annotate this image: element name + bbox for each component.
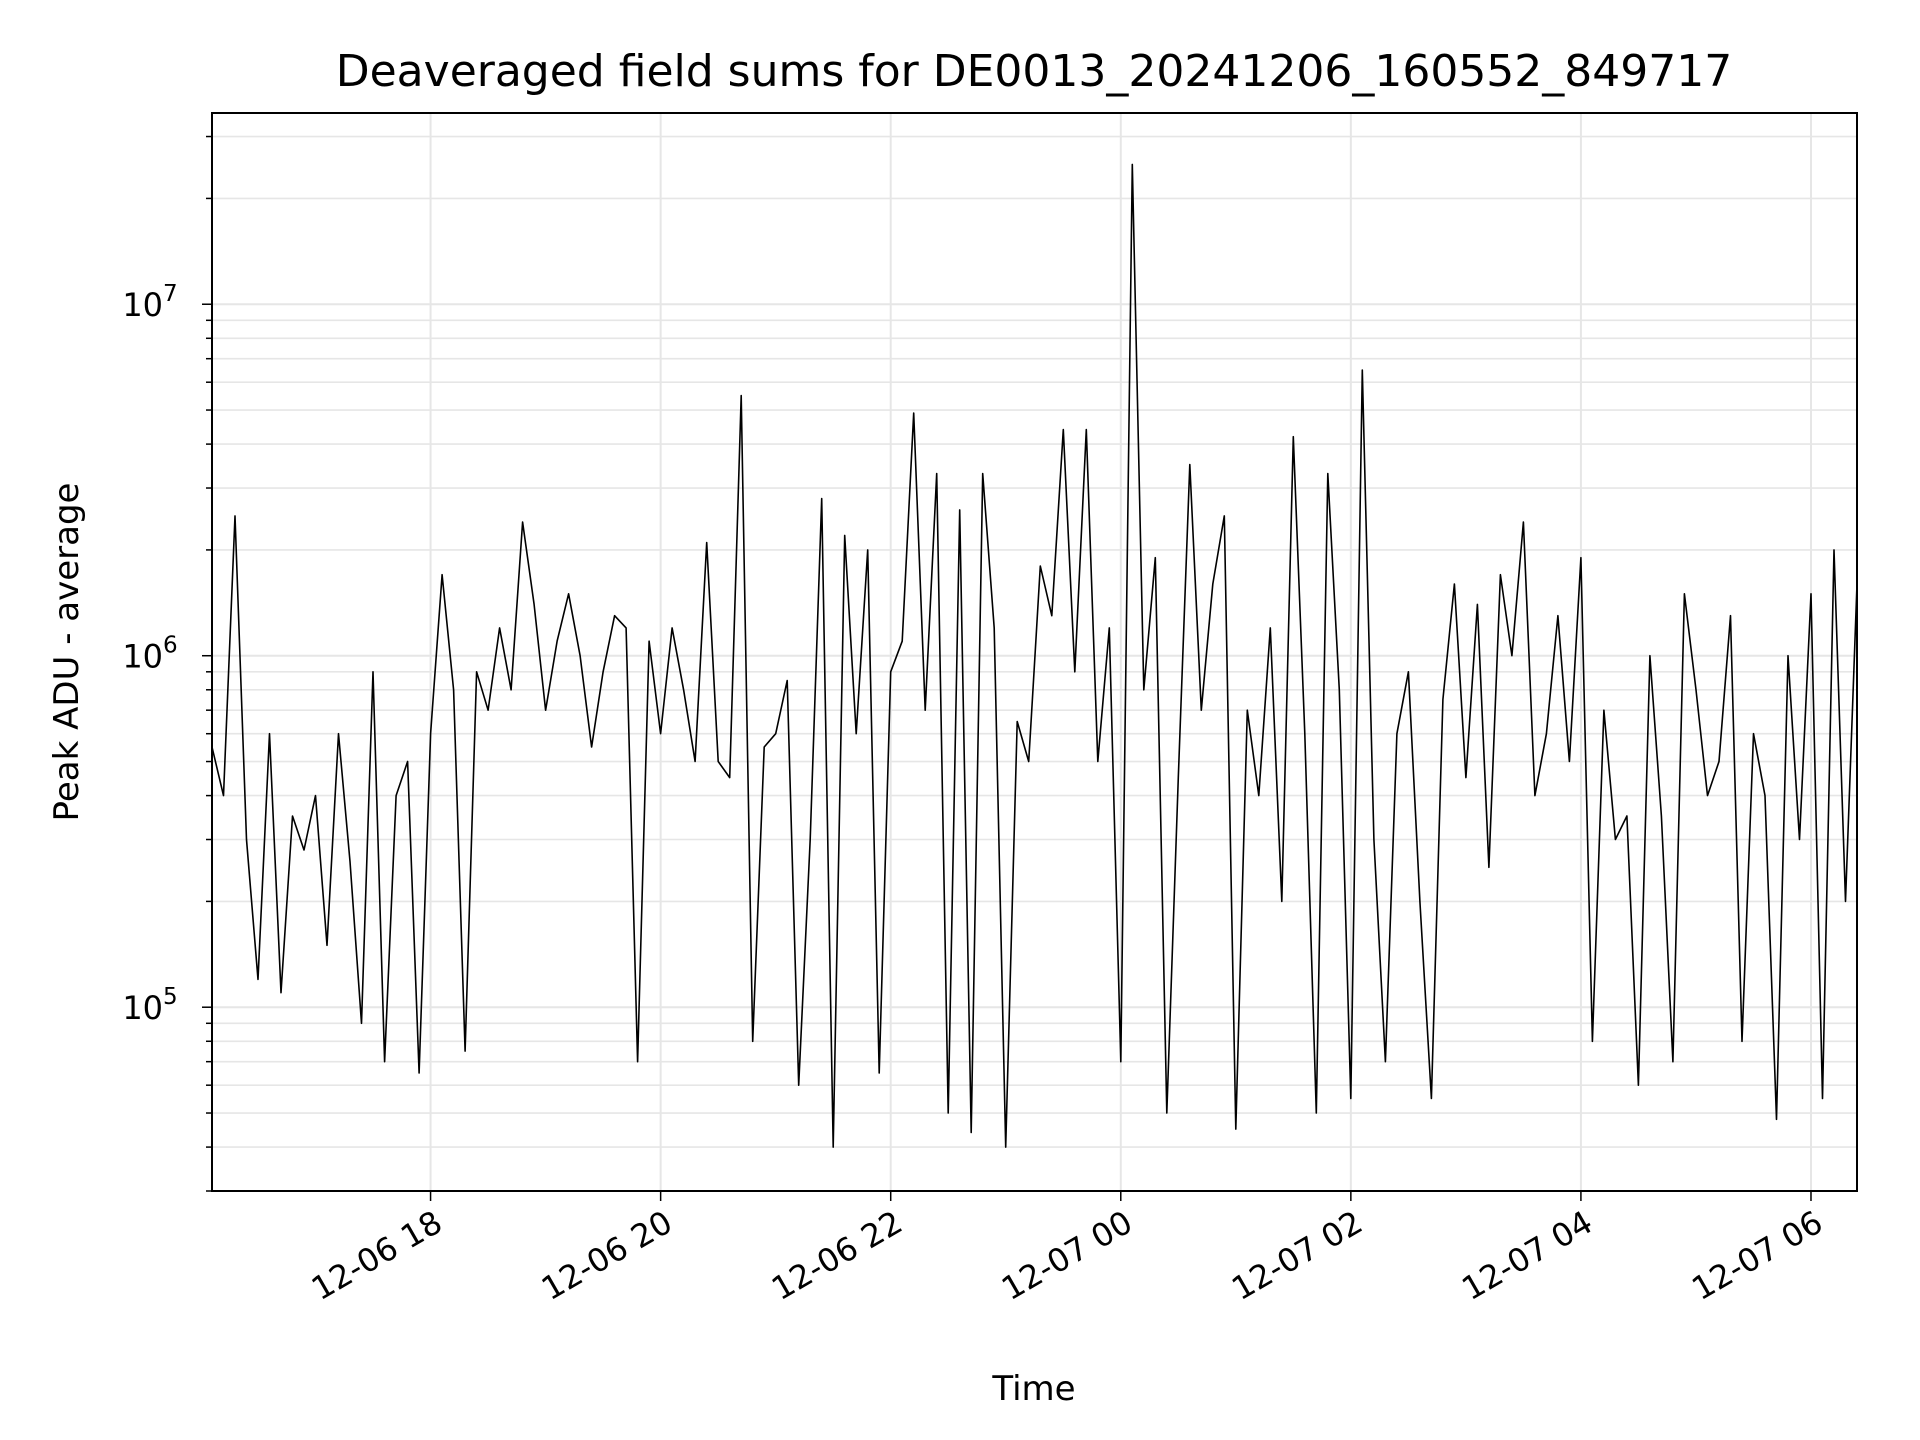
series-line	[211, 163, 1858, 1148]
x-axis-label: Time	[991, 1369, 1075, 1409]
chart-title: Deaveraged field sums for DE0013_2024120…	[336, 46, 1733, 97]
grid	[212, 113, 1857, 1192]
y-tick-label: 106	[122, 633, 177, 676]
series-layer	[211, 163, 1858, 1148]
y-axis-label: Peak ADU - average	[47, 483, 87, 822]
y-tick-label: 107	[122, 281, 177, 324]
y-tick-label: 105	[122, 984, 177, 1027]
plot-frame	[211, 112, 1858, 1192]
